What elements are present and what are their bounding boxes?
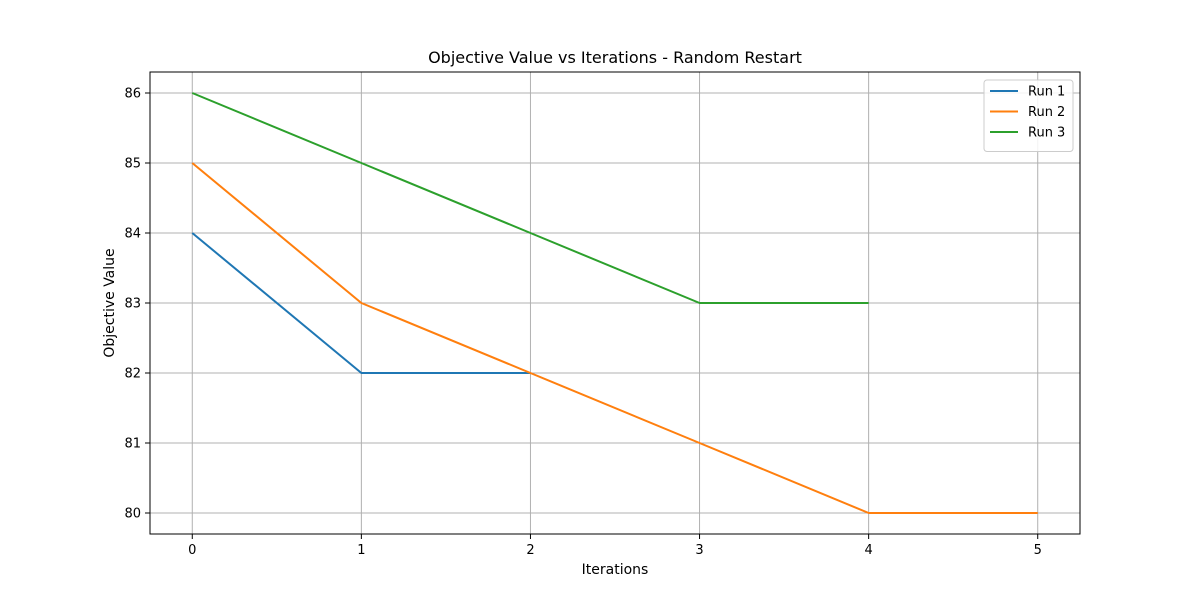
x-tick-label: 5 bbox=[1034, 543, 1042, 558]
legend-label-run-3: Run 3 bbox=[1028, 126, 1065, 141]
x-tick-label: 4 bbox=[864, 543, 872, 558]
grid-layer bbox=[150, 72, 1080, 534]
series-line-run-3 bbox=[191, 92, 869, 304]
y-tick-label: 83 bbox=[124, 297, 141, 312]
legend-label-run-2: Run 2 bbox=[1028, 105, 1065, 120]
series-line-run-2 bbox=[191, 162, 1038, 514]
legend-box bbox=[983, 79, 1074, 152]
x-tick-label: 3 bbox=[695, 543, 703, 558]
series-line-run-1 bbox=[191, 232, 531, 374]
x-tick-label: 2 bbox=[526, 543, 534, 558]
x-axis-label: Iterations bbox=[582, 562, 649, 578]
series-layer bbox=[191, 92, 1038, 514]
legend-label-run-1: Run 1 bbox=[1028, 85, 1065, 100]
y-tick-label: 84 bbox=[124, 227, 141, 242]
x-tick-label: 0 bbox=[188, 543, 196, 558]
ticks-layer: 0 1 2 3 4 5 80 81 82 83 84 85 86 bbox=[124, 87, 1041, 559]
y-tick-label: 81 bbox=[124, 437, 141, 452]
y-tick-label: 86 bbox=[124, 87, 141, 102]
x-tick-label: 1 bbox=[357, 543, 365, 558]
y-tick-label: 80 bbox=[124, 507, 141, 522]
legend: Run 1 Run 2 Run 3 bbox=[983, 79, 1074, 152]
y-axis-label: Objective Value bbox=[102, 248, 118, 357]
y-tick-label: 82 bbox=[124, 367, 141, 382]
chart-title: Objective Value vs Iterations - Random R… bbox=[428, 48, 802, 67]
y-tick-label: 85 bbox=[124, 157, 141, 172]
